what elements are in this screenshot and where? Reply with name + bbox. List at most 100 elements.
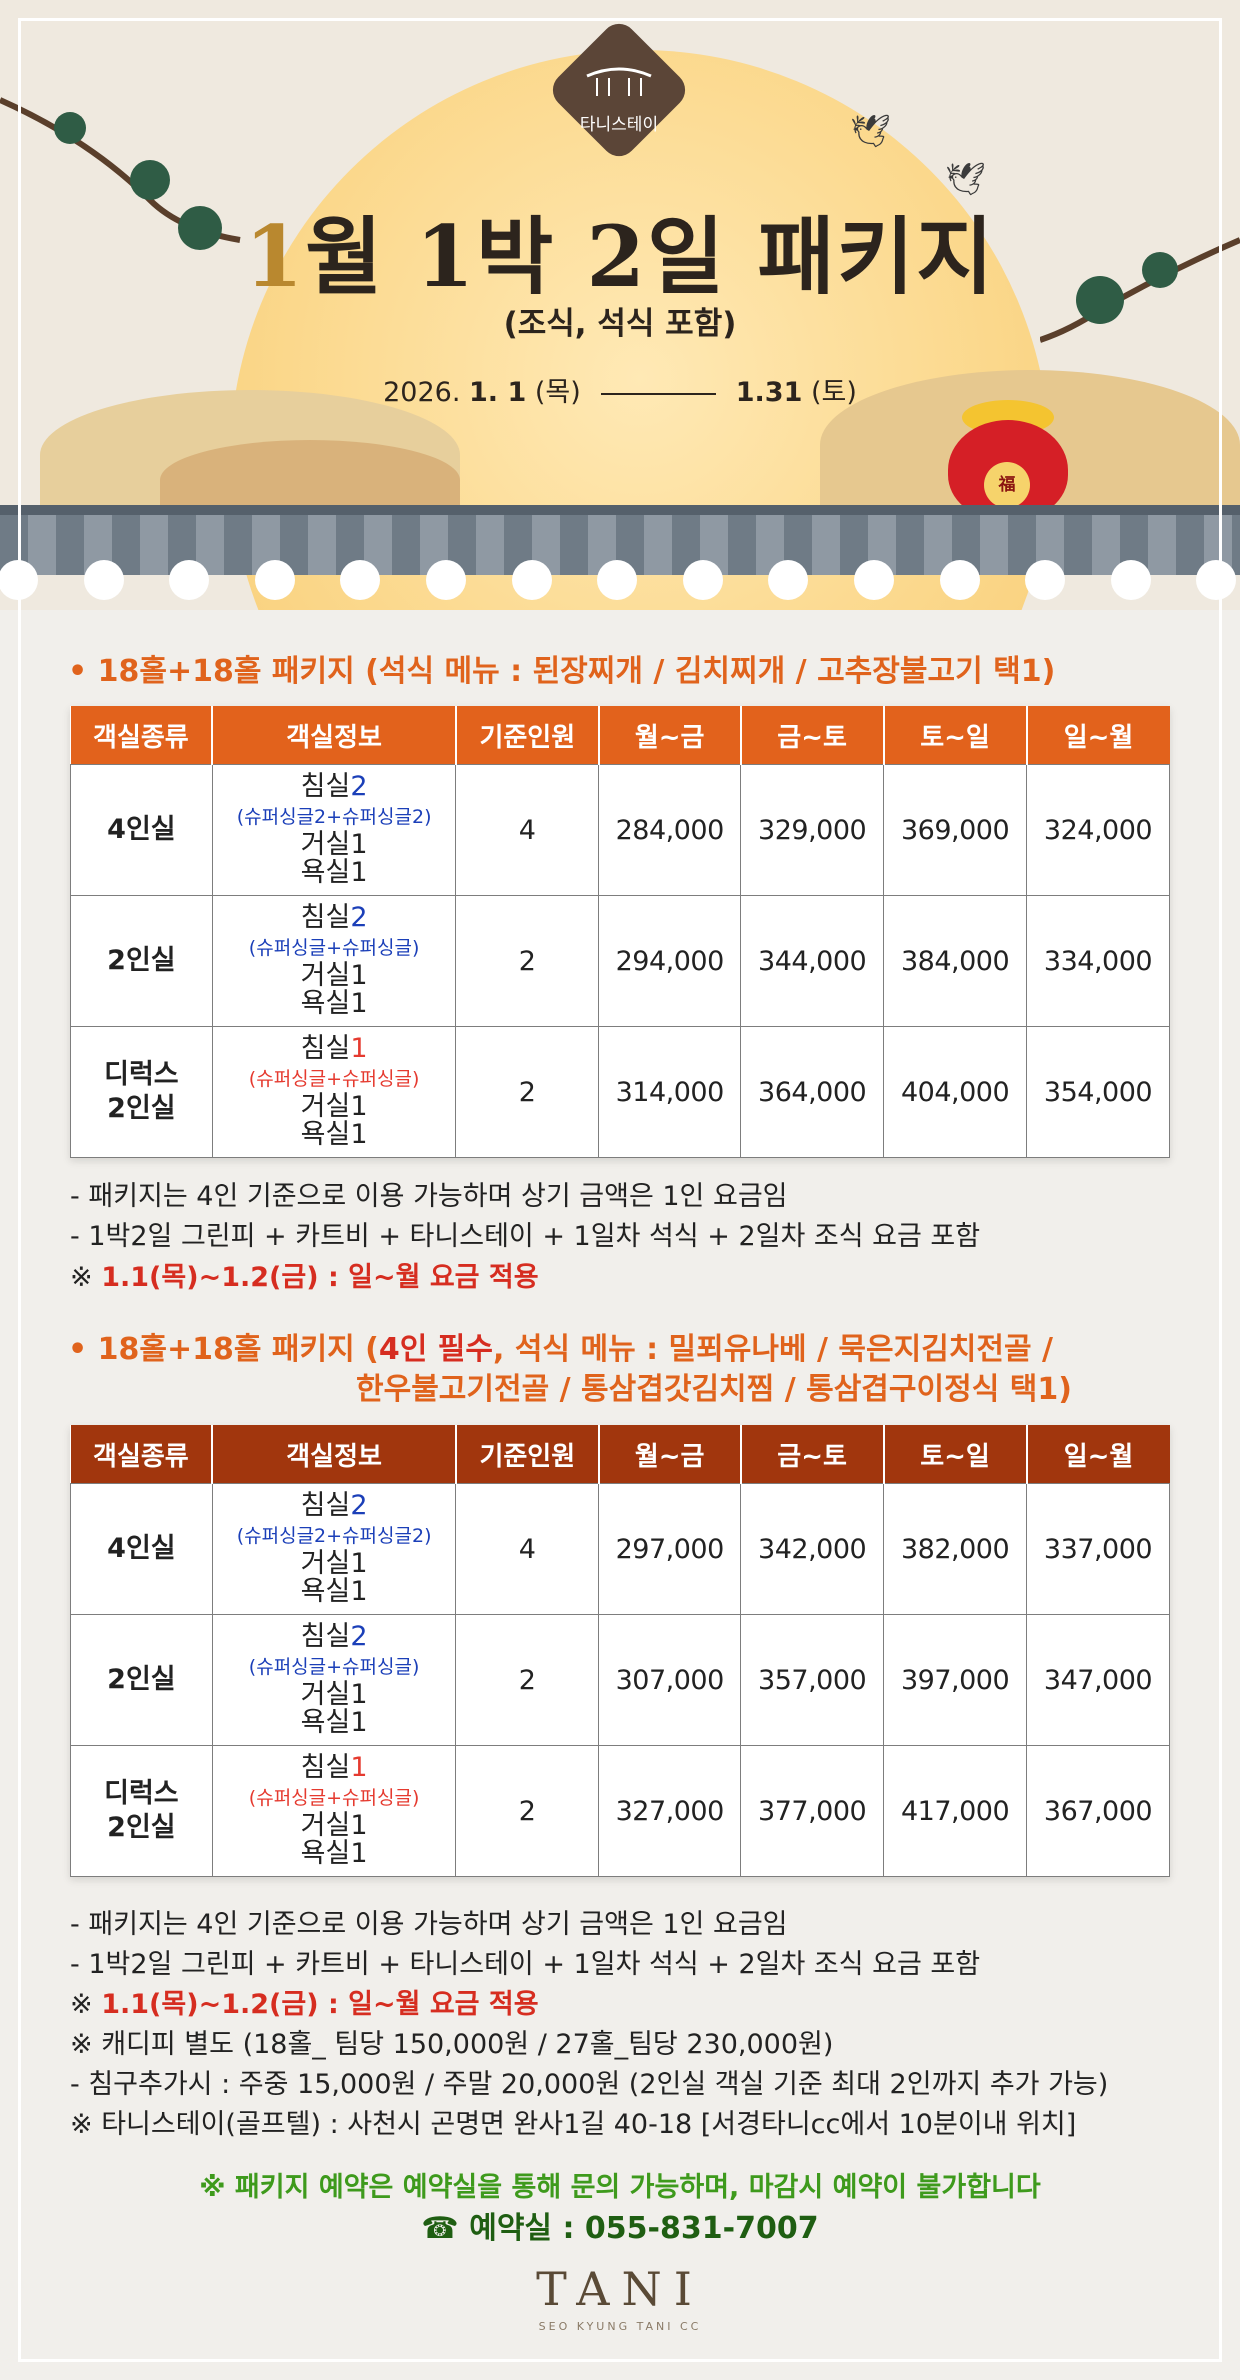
price-cell: 324,000: [1026, 764, 1170, 896]
date-divider: [600, 392, 716, 395]
section2-title: • 18홀+18홀 패키지 (4인 필수, 석식 메뉴 : 밀푀유나베 / 묵은…: [68, 1332, 1054, 1367]
brand-logo: TANI: [536, 2262, 704, 2316]
location-note: ※ 타니스테이(골프텔) : 사천시 곤명면 완사1길 40-18 [서경타니c…: [70, 2109, 1077, 2140]
roof-dot: [426, 560, 466, 600]
roof-edge: [0, 505, 1240, 515]
price-cell: 382,000: [883, 1483, 1028, 1615]
roof-dot: [597, 560, 638, 600]
price-cell: 334,000: [1026, 895, 1170, 1027]
reservation-phone[interactable]: ☎ 예약실 : 055-831-7007: [421, 2211, 819, 2246]
table-row: 4인실 침실2 (슈퍼싱글2+슈퍼싱글2) 거실1 욕실1 4 284,000 329…: [70, 764, 1170, 896]
table-header-row: 객실종류 객실정보 기준인원 월~금 금~토 토~일 일~월: [70, 1425, 1170, 1484]
title-month-number: 1: [244, 207, 306, 306]
room-info: 침실2 (슈퍼싱글+슈퍼싱글) 거실1 욕실1: [211, 895, 457, 1027]
roof-dots: [0, 560, 1240, 600]
roof-dot: [682, 560, 723, 600]
bedding-note: - 침구추가시 : 주중 15,000원 / 주말 20,000원 (2인실 객…: [70, 2069, 1109, 2100]
table-row: 4인실 침실2 (슈퍼싱글2+슈퍼싱글2) 거실1 욕실1 4 297,000 342…: [70, 1483, 1170, 1615]
pax-cell: 2: [455, 1745, 600, 1877]
roof-dot: [1110, 560, 1151, 600]
price-cell: 417,000: [883, 1745, 1028, 1877]
note-line: - 패키지는 4인 기준으로 이용 가능하며 상기 금액은 1인 요금임: [70, 1909, 788, 1940]
section1-title: • 18홀+18홀 패키지 (석식 메뉴 : 된장찌개 / 김치찌개 / 고추장…: [68, 654, 1056, 689]
room-info: 침실2 (슈퍼싱글+슈퍼싱글) 거실1 욕실1: [211, 1614, 457, 1746]
pouch-seal: 福: [984, 462, 1030, 508]
room-info: 침실1 (슈퍼싱글+슈퍼싱글) 거실1 욕실1: [211, 1745, 457, 1877]
header-sun-mon: 일~월: [1026, 1425, 1170, 1484]
roof-dot: [83, 560, 124, 600]
roof-dot: [939, 560, 980, 600]
package-table-1: 객실종류 객실정보 기준인원 월~금 금~토 토~일 일~월 4인실 침실2 (슈…: [70, 706, 1170, 1158]
title-text: 월 1박 2일 패키지: [305, 207, 996, 306]
price-cell: 377,000: [740, 1745, 885, 1877]
page-subtitle: (조식, 석식 포함): [503, 306, 737, 342]
roof-dot: [340, 560, 381, 600]
header-sat-sun: 토~일: [883, 706, 1028, 765]
note-highlight: ※ 1.1(목)~1.2(금) : 일~월 요금 적용: [70, 1262, 539, 1293]
roof-dot: [1196, 560, 1237, 600]
room-type: 4인실: [70, 1483, 213, 1615]
roof-dot: [254, 560, 295, 600]
pax-cell: 4: [455, 1483, 600, 1615]
caddie-fee-note: ※ 캐디피 별도 (18홀_ 팀당 150,000원 / 27홀_팀당 230,…: [70, 2029, 834, 2060]
table-header-row: 객실종류 객실정보 기준인원 월~금 금~토 토~일 일~월: [70, 706, 1170, 765]
room-info: 침실2 (슈퍼싱글2+슈퍼싱글2) 거실1 욕실1: [211, 1483, 457, 1615]
crane-icon: 🕊: [850, 112, 891, 150]
roof-dot: [768, 560, 809, 600]
room-type: 디럭스 2인실: [70, 1745, 213, 1877]
section2-title-line2: 한우불고기전골 / 통삼겹갓김치찜 / 통삼겹구이정식 택1): [356, 1372, 1072, 1407]
logo-text: 타니스테이: [579, 115, 659, 135]
header-room-info: 객실정보: [212, 706, 457, 765]
header-room-type: 객실종류: [70, 706, 214, 765]
pax-cell: 2: [455, 1614, 600, 1746]
price-cell: 369,000: [883, 764, 1028, 896]
table-row: 디럭스 2인실 침실1 (슈퍼싱글+슈퍼싱글) 거실1 욕실1 2 314,000 36…: [70, 1026, 1170, 1158]
header-pax: 기준인원: [455, 1425, 600, 1484]
price-cell: 337,000: [1026, 1483, 1170, 1615]
header-sun-mon: 일~월: [1026, 706, 1170, 765]
brand-subtitle: SEO KYUNG TANI CC: [538, 2320, 702, 2333]
room-type: 디럭스 2인실: [70, 1026, 213, 1158]
date-range: 2026. 1. 1 (목) 1.31 (토): [383, 377, 857, 408]
price-cell: 367,000: [1026, 1745, 1170, 1877]
header-mon-fri: 월~금: [598, 1425, 742, 1484]
price-cell: 284,000: [598, 764, 742, 896]
header-pax: 기준인원: [455, 706, 600, 765]
price-cell: 307,000: [598, 1614, 742, 1746]
price-cell: 364,000: [740, 1026, 885, 1158]
price-cell: 344,000: [740, 895, 885, 1027]
room-type: 2인실: [70, 895, 213, 1027]
price-cell: 294,000: [598, 895, 742, 1027]
roof-dot: [1025, 560, 1066, 600]
price-cell: 384,000: [883, 895, 1028, 1027]
price-cell: 397,000: [883, 1614, 1028, 1746]
pax-cell: 2: [455, 895, 600, 1027]
header-room-type: 객실종류: [70, 1425, 214, 1484]
roof-dot: [511, 560, 552, 600]
room-info: 침실1 (슈퍼싱글+슈퍼싱글) 거실1 욕실1: [211, 1026, 457, 1158]
note-highlight: ※ 1.1(목)~1.2(금) : 일~월 요금 적용: [70, 1989, 539, 2020]
header-sat-sun: 토~일: [883, 1425, 1028, 1484]
roof-dot: [854, 560, 894, 600]
table-row: 2인실 침실2 (슈퍼싱글+슈퍼싱글) 거실1 욕실1 2 294,000 344,0…: [70, 895, 1170, 1027]
price-cell: 347,000: [1026, 1614, 1170, 1746]
price-cell: 327,000: [598, 1745, 742, 1877]
price-cell: 342,000: [740, 1483, 885, 1615]
room-type: 2인실: [70, 1614, 213, 1746]
room-info: 침실2 (슈퍼싱글2+슈퍼싱글2) 거실1 욕실1: [211, 764, 457, 896]
header-mon-fri: 월~금: [598, 706, 742, 765]
crane-icon: 🕊: [945, 160, 986, 198]
price-cell: 329,000: [740, 764, 885, 896]
note-line: - 패키지는 4인 기준으로 이용 가능하며 상기 금액은 1인 요금임: [70, 1181, 788, 1212]
price-cell: 357,000: [740, 1614, 885, 1746]
pax-cell: 4: [455, 764, 600, 896]
reservation-notice: ※ 패키지 예약은 예약실을 통해 문의 가능하며, 마감시 예약이 불가합니다: [199, 2172, 1041, 2203]
pine-branch-left-icon: [0, 97, 241, 250]
price-cell: 404,000: [883, 1026, 1028, 1158]
header-room-info: 객실정보: [212, 1425, 457, 1484]
gate-roof-icon: [586, 67, 652, 96]
header-fri-sat: 금~토: [740, 1425, 885, 1484]
header-fri-sat: 금~토: [740, 706, 885, 765]
hero-banner: 🕊 🕊 타니스테이 1월 1박 2일 패키지 (조식, 석식 포함) 2026.…: [0, 0, 1240, 610]
price-cell: 314,000: [598, 1026, 742, 1158]
